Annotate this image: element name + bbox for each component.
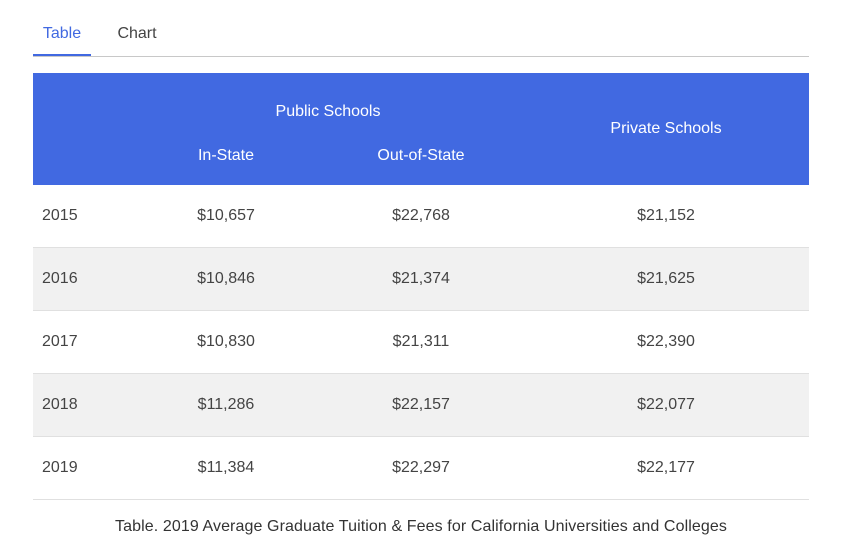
cell-out-of-state: $21,374 bbox=[319, 247, 524, 311]
cell-year: 2015 bbox=[33, 185, 133, 248]
header-public-schools-label: Public Schools bbox=[275, 103, 381, 120]
table-row: 2018 $11,286 $22,157 $22,077 bbox=[33, 373, 810, 437]
cell-year: 2017 bbox=[33, 310, 133, 374]
cell-out-of-state: $22,157 bbox=[319, 373, 524, 437]
table-row: 2017 $10,830 $21,311 $22,390 bbox=[33, 310, 810, 374]
cell-out-of-state: $21,311 bbox=[319, 310, 524, 374]
cell-in-state: $10,846 bbox=[133, 247, 319, 311]
tuition-table: Public Schools Private Schools In-State … bbox=[33, 73, 810, 500]
header-year-blank bbox=[33, 73, 133, 185]
cell-private: $22,077 bbox=[523, 373, 810, 437]
header-out-of-state: Out-of-State bbox=[319, 127, 524, 185]
cell-in-state: $11,384 bbox=[133, 436, 319, 500]
cell-in-state: $10,830 bbox=[133, 310, 319, 374]
table-row: 2015 $10,657 $22,768 $21,152 bbox=[33, 185, 810, 248]
cell-private: $21,625 bbox=[523, 247, 810, 311]
header-public-schools: Public Schools bbox=[133, 73, 524, 127]
tab-table[interactable]: Table bbox=[33, 14, 91, 56]
table-caption: Table. 2019 Average Graduate Tuition & F… bbox=[114, 518, 727, 535]
cell-year: 2016 bbox=[33, 247, 133, 311]
cell-in-state: $10,657 bbox=[133, 185, 319, 248]
table-body: 2015 $10,657 $22,768 $21,152 2016 $10,84… bbox=[33, 185, 810, 500]
cell-private: $22,177 bbox=[523, 436, 810, 500]
header-private-schools: Private Schools bbox=[523, 73, 810, 185]
view-tabs: Table Chart bbox=[33, 14, 809, 57]
cell-private: $21,152 bbox=[523, 185, 810, 248]
table-row: 2019 $11,384 $22,297 $22,177 bbox=[33, 436, 810, 500]
tab-chart[interactable]: Chart bbox=[117, 25, 157, 42]
cell-in-state: $11,286 bbox=[133, 373, 319, 437]
header-in-state: In-State bbox=[133, 127, 319, 185]
cell-year: 2019 bbox=[33, 436, 133, 500]
table-row: 2016 $10,846 $21,374 $21,625 bbox=[33, 247, 810, 311]
cell-private: $22,390 bbox=[523, 310, 810, 374]
cell-out-of-state: $22,297 bbox=[319, 436, 524, 500]
table-header: Public Schools Private Schools In-State … bbox=[33, 73, 810, 185]
tuition-table-container: Public Schools Private Schools In-State … bbox=[33, 73, 810, 500]
cell-year: 2018 bbox=[33, 373, 133, 437]
cell-out-of-state: $22,768 bbox=[319, 185, 524, 248]
